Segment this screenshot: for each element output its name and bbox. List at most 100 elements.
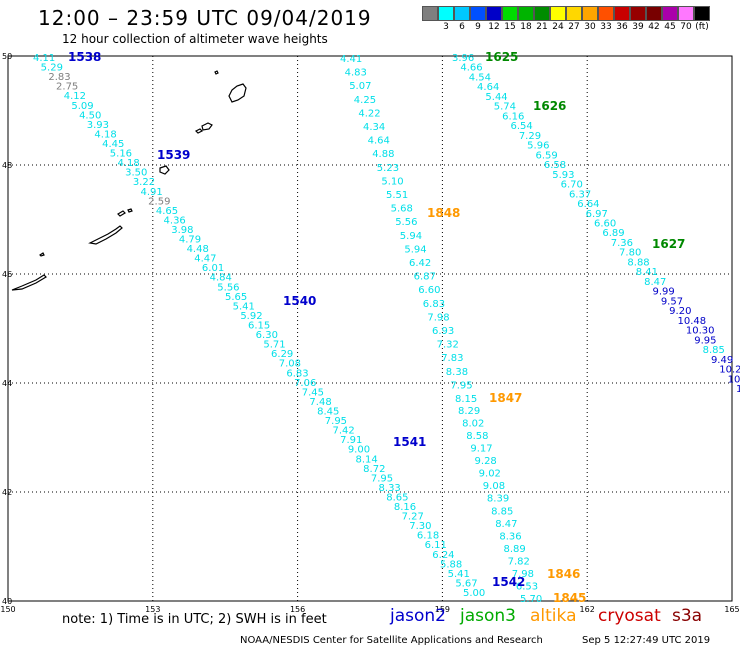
wave-height-value: 5.29 <box>41 63 63 74</box>
wave-height-value: 6.37 <box>569 189 591 200</box>
wave-height-value: 8.85 <box>703 345 725 356</box>
wave-height-value: 7.91 <box>340 435 362 446</box>
longitude-label: 162 <box>580 605 595 614</box>
longitude-label: 159 <box>435 605 450 614</box>
wave-height-value: 8.39 <box>487 494 509 505</box>
island-outline <box>214 70 219 75</box>
pass-number-label: 1627 <box>652 237 685 251</box>
wave-height-value: 5.09 <box>71 101 93 112</box>
wave-height-value: 5.93 <box>552 170 574 181</box>
wave-height-value: 6.01 <box>202 263 224 274</box>
wave-height-value: 8.36 <box>499 531 521 542</box>
legend-label: 45 <box>664 22 676 32</box>
wave-height-value: 5.96 <box>527 141 549 152</box>
wave-height-value: 6.18 <box>417 531 439 542</box>
wave-height-value: 8.16 <box>394 502 416 513</box>
wave-height-value: 9.28 <box>475 456 497 467</box>
pass-number-label: 1847 <box>489 391 522 405</box>
wave-height-value: 8.41 <box>636 267 658 278</box>
note-text: note: 1) Time is in UTC; 2) SWH is in fe… <box>62 612 327 627</box>
legend-label: 6 <box>459 22 465 32</box>
wave-height-value: 7.06 <box>294 378 316 389</box>
satellite-legend-item: jason3 <box>460 606 516 626</box>
legend-label: 24 <box>552 22 564 32</box>
wave-height-value: 7.30 <box>409 521 431 532</box>
wave-height-value: 8.33 <box>379 483 401 494</box>
legend-color-cell <box>566 6 582 21</box>
wave-height-value: 3.22 <box>133 177 155 188</box>
legend-color-cell <box>582 6 598 21</box>
wave-height-value: 7.27 <box>402 512 424 523</box>
wave-height-value: 5.44 <box>485 92 507 103</box>
wave-height-value: 4.12 <box>64 91 86 102</box>
map-title: 12:00 – 23:59 UTC 09/04/2019 <box>38 6 372 30</box>
wave-height-value: 10.30 <box>686 326 715 337</box>
wave-height-value: 8.14 <box>356 454 378 465</box>
latitude-label: 46 <box>2 270 12 279</box>
legend-label: 18 <box>520 22 532 32</box>
wave-height-value: 8.47 <box>644 277 666 288</box>
pass-number-label: 1538 <box>68 50 101 64</box>
wave-height-value: 3.96 <box>452 53 474 64</box>
wave-height-value: 8.38 <box>446 367 468 378</box>
legend-color-cell <box>550 6 566 21</box>
wave-height-value: 4.18 <box>94 129 116 140</box>
island-outline <box>194 128 204 134</box>
wave-height-value: 5.16 <box>110 149 132 160</box>
wave-height-value: 8.85 <box>491 506 513 517</box>
pass-number-label: 1541 <box>393 435 426 449</box>
wave-height-value: 7.36 <box>611 238 633 249</box>
wave-height-value: 4.25 <box>354 95 376 106</box>
satellite-legend-item: jason2 <box>390 606 446 626</box>
legend-label: 33 <box>600 22 612 32</box>
island-outline <box>39 252 45 257</box>
longitude-label: 153 <box>145 605 160 614</box>
wave-height-value: 4.45 <box>102 139 124 150</box>
wave-height-value: 5.56 <box>395 217 417 228</box>
satellite-legend-item: s3a <box>672 606 703 626</box>
island-outline <box>159 165 170 175</box>
wave-height-value: 6.53 <box>516 581 538 592</box>
wave-height-value: 2.75 <box>56 82 78 93</box>
wave-height-value: 7.95 <box>325 416 347 427</box>
legend-color-cell <box>694 6 710 21</box>
wave-height-value: 7.82 <box>508 556 530 567</box>
wave-height-value: 5.74 <box>494 102 516 113</box>
wave-height-value: 6.11 <box>425 540 447 551</box>
wave-height-value: 6.59 <box>536 150 558 161</box>
wave-height-value: 6.15 <box>248 321 270 332</box>
pass-number-label: 1845 <box>553 591 586 605</box>
satellite-legend-item: cryosat <box>598 606 661 626</box>
wave-height-value: 10.48 <box>678 316 707 327</box>
color-scale-legend <box>422 6 710 21</box>
wave-height-value: 7.42 <box>332 426 354 437</box>
legend-color-cell <box>662 6 678 21</box>
wave-height-value: 6.83 <box>286 368 308 379</box>
wave-height-value: 7.95 <box>371 473 393 484</box>
wave-height-value: 6.60 <box>418 285 440 296</box>
wave-height-value: 4.64 <box>477 82 499 93</box>
latitude-label: 50 <box>2 52 12 61</box>
island-outline <box>11 274 47 291</box>
island-outline <box>228 83 247 103</box>
wave-height-value: 4.22 <box>358 108 380 119</box>
wave-height-value: 10 <box>736 384 740 395</box>
wave-height-value: 5.23 <box>377 163 399 174</box>
island-outline <box>117 210 126 217</box>
wave-height-value: 4.91 <box>141 187 163 198</box>
legend-label: 39 <box>632 22 644 32</box>
wave-height-value: 8.45 <box>317 406 339 417</box>
latitude-label: 48 <box>2 161 12 170</box>
wave-height-value: 2.83 <box>48 72 70 83</box>
wave-height-value: 8.88 <box>627 257 649 268</box>
wave-height-value: 4.84 <box>210 273 232 284</box>
wave-height-value: 6.70 <box>561 180 583 191</box>
pass-number-label: 1542 <box>492 575 525 589</box>
wave-height-value: 4.66 <box>460 63 482 74</box>
wave-height-value: 4.36 <box>164 215 186 226</box>
legend-label: 42 <box>648 22 660 32</box>
wave-height-value: 3.50 <box>125 168 147 179</box>
wave-height-value: 5.10 <box>381 176 403 187</box>
